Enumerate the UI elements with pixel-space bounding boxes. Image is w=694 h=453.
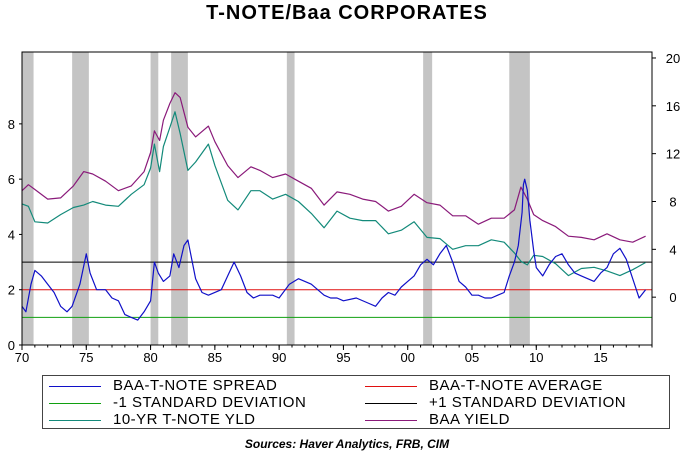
- series-line-1: [21, 111, 646, 277]
- recession-band-4: [286, 52, 295, 345]
- x-tick-label-9: 15: [593, 350, 607, 365]
- left-tick-label-4: 8: [8, 117, 15, 132]
- right-tick-label-0: 0: [669, 290, 676, 305]
- legend-swatch-minus-1sd: [49, 403, 101, 404]
- right-tick-label-2: 8: [669, 194, 676, 209]
- legend-swatch-plus-1sd: [365, 403, 417, 404]
- x-tick-label-8: 10: [529, 350, 543, 365]
- chart-title: T-NOTE/Baa CORPORATES: [206, 2, 488, 24]
- right-tick-label-1: 4: [669, 242, 676, 257]
- legend-label-tnote: 10-YR T-NOTE YLD: [113, 411, 256, 428]
- legend-label-plus-1sd: +1 STANDARD DEVIATION: [429, 394, 627, 411]
- plot-frame: [21, 51, 653, 346]
- recession-band-5: [423, 52, 433, 345]
- reference-lines: [22, 261, 652, 318]
- legend-swatch-average: [365, 386, 417, 387]
- legend-label-minus-1sd: -1 STANDARD DEVIATION: [113, 394, 307, 411]
- series-line-0: [21, 92, 646, 243]
- recession-bands: [22, 52, 530, 345]
- recession-band-2: [150, 52, 159, 345]
- x-tick-label-7: 05: [465, 350, 479, 365]
- source-note: Sources: Haver Analytics, FRB, CIM: [244, 437, 450, 451]
- right-tick-label-3: 12: [666, 147, 680, 162]
- right-tick-label-5: 20: [666, 51, 680, 66]
- left-tick-label-1: 2: [8, 283, 15, 298]
- legend: BAA-T-NOTE SPREAD BAA-T-NOTE AVERAGE -1 …: [42, 375, 670, 429]
- legend-swatch-baa-yield: [365, 420, 417, 421]
- recession-band-6: [509, 52, 530, 345]
- series-lines: [21, 92, 647, 321]
- legend-swatch-tnote: [49, 420, 101, 421]
- recession-band-0: [22, 52, 34, 345]
- series-line-2: [21, 178, 647, 321]
- x-tick-label-6: 00: [400, 350, 414, 365]
- x-tick-label-1: 75: [79, 350, 93, 365]
- x-tick-label-0: 70: [15, 350, 29, 365]
- right-tick-label-4: 16: [666, 99, 680, 114]
- x-tick-label-3: 85: [208, 350, 222, 365]
- legend-label-average: BAA-T-NOTE AVERAGE: [429, 377, 603, 394]
- left-tick-label-3: 6: [8, 172, 15, 187]
- legend-label-spread: BAA-T-NOTE SPREAD: [113, 377, 278, 394]
- left-tick-label-2: 4: [8, 227, 15, 242]
- left-tick-label-0: 0: [8, 338, 15, 353]
- x-tick-label-5: 95: [336, 350, 350, 365]
- legend-swatch-spread: [49, 386, 101, 387]
- x-tick-label-4: 90: [272, 350, 286, 365]
- recession-band-1: [72, 52, 89, 345]
- legend-label-baa-yield: BAA YIELD: [429, 411, 510, 428]
- x-tick-label-2: 80: [143, 350, 157, 365]
- recession-band-3: [171, 52, 188, 345]
